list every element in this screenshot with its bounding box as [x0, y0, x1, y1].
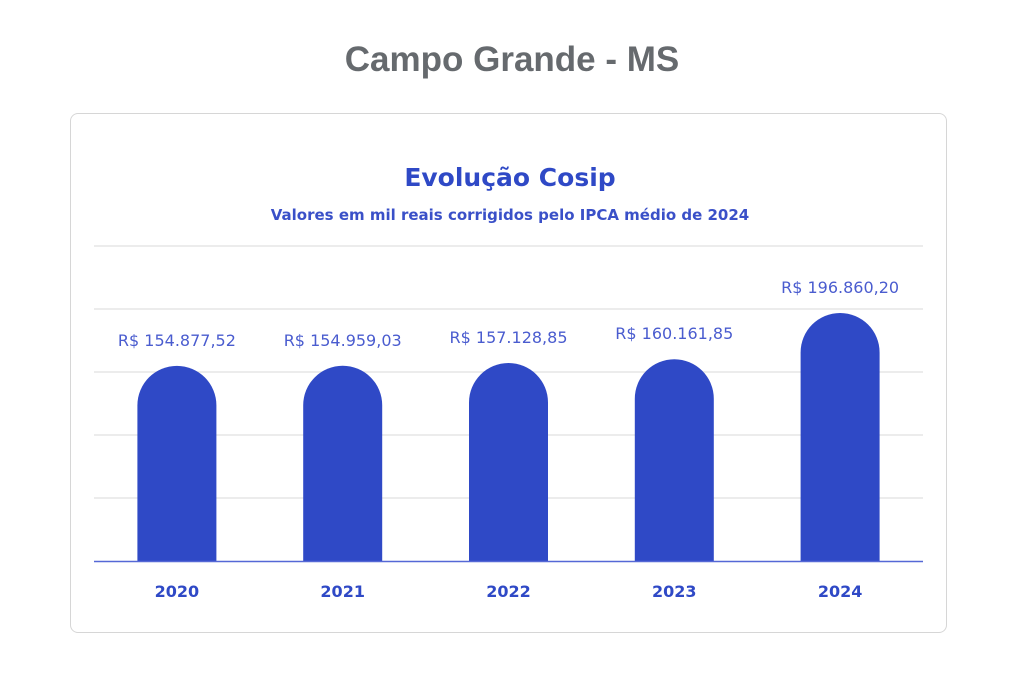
bar-2023 — [634, 359, 714, 561]
x-tick-label: 2020 — [155, 582, 200, 601]
data-label: R$ 160.161,85 — [615, 324, 733, 343]
x-tick-label: 2024 — [818, 582, 863, 601]
data-label: R$ 154.877,52 — [118, 331, 236, 350]
x-tick-label: 2021 — [320, 582, 365, 601]
data-label: R$ 154.959,03 — [284, 331, 402, 350]
chart-title: Evolução Cosip — [404, 163, 615, 192]
data-label: R$ 196.860,20 — [781, 278, 899, 297]
x-tick-label: 2023 — [652, 582, 697, 601]
bar-2020 — [137, 365, 217, 561]
chart-subtitle: Valores em mil reais corrigidos pelo IPC… — [271, 206, 750, 224]
bar-2024 — [800, 312, 880, 561]
x-tick-label: 2022 — [486, 582, 531, 601]
bar-2021 — [303, 365, 383, 561]
data-label: R$ 157.128,85 — [450, 328, 568, 347]
page-title: Campo Grande - MS — [344, 40, 680, 79]
bar-2022 — [469, 363, 548, 561]
